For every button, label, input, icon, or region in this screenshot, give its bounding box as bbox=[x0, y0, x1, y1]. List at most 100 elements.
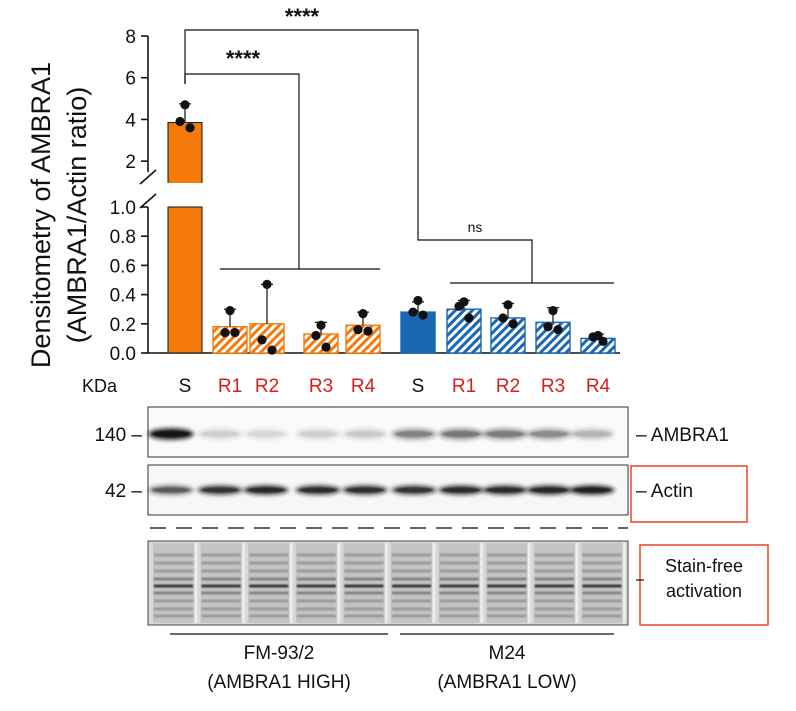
blot-band-core bbox=[152, 487, 190, 493]
bar bbox=[212, 326, 248, 354]
gel-band bbox=[154, 591, 193, 595]
blot-band-core bbox=[346, 487, 384, 493]
gel-band bbox=[201, 614, 241, 618]
gel-band bbox=[534, 614, 574, 618]
marker-140: 140 – bbox=[94, 425, 142, 446]
y-tick-upper-label: 8 bbox=[125, 27, 136, 48]
gel-band bbox=[392, 584, 431, 588]
significance-label-ns: ns bbox=[468, 219, 483, 235]
blot-band-core bbox=[486, 430, 524, 438]
gel-band bbox=[201, 577, 241, 581]
gel-band bbox=[344, 577, 384, 581]
data-point bbox=[230, 327, 240, 338]
y-tick-lower-label: 0.6 bbox=[110, 256, 136, 277]
significance-label-1: **** bbox=[285, 4, 320, 29]
gel-band bbox=[487, 553, 527, 557]
gel-band bbox=[296, 599, 336, 603]
significance-brackets bbox=[184, 29, 614, 284]
gel-band bbox=[296, 569, 336, 573]
bar bbox=[303, 333, 339, 354]
data-point bbox=[321, 342, 331, 352]
blot-band-core bbox=[395, 430, 433, 438]
data-point bbox=[175, 116, 185, 127]
data-point bbox=[257, 335, 267, 345]
gel-band bbox=[487, 599, 527, 603]
bar bbox=[249, 323, 285, 354]
blot-band-core bbox=[530, 430, 568, 438]
gel-band bbox=[154, 569, 193, 573]
blot-ambra1 bbox=[147, 406, 629, 458]
y-tick-lower-label: 0.0 bbox=[110, 344, 136, 365]
group-m24-line2: (AMBRA1 LOW) bbox=[437, 672, 576, 693]
gel-band bbox=[439, 553, 479, 557]
gel-band bbox=[249, 614, 289, 618]
data-point bbox=[498, 313, 508, 323]
gel-band bbox=[487, 569, 527, 573]
data-point bbox=[454, 301, 464, 311]
y-tick-upper-label: 6 bbox=[125, 69, 136, 90]
lane-label: R1 bbox=[218, 376, 242, 397]
data-point bbox=[316, 320, 326, 330]
actin-highlight-box bbox=[630, 465, 748, 523]
gel-band bbox=[582, 599, 622, 603]
gel-band bbox=[249, 591, 289, 595]
gel-band bbox=[534, 599, 574, 603]
y-tick-lower-label: 1.0 bbox=[110, 198, 136, 219]
gel-band bbox=[534, 577, 574, 581]
gel-band bbox=[249, 584, 289, 588]
gel-band bbox=[201, 561, 241, 565]
data-point bbox=[225, 306, 235, 316]
blot-actin bbox=[147, 464, 629, 516]
significance-label-2: **** bbox=[226, 46, 261, 71]
gel-band bbox=[344, 569, 384, 573]
gel-band bbox=[439, 577, 479, 581]
gel-band bbox=[201, 584, 241, 588]
y-ticks-lower: 0.0 0.2 0.4 0.6 0.8 1.0 bbox=[110, 198, 148, 365]
lane-label: R1 bbox=[452, 376, 476, 397]
gel-band bbox=[487, 577, 527, 581]
stain-free-label-line1: Stain-free bbox=[665, 556, 743, 576]
marker-42: 42 – bbox=[105, 481, 142, 502]
gel-band bbox=[344, 591, 384, 595]
group-fm-line1: FM-93/2 bbox=[244, 643, 315, 664]
data-points bbox=[175, 100, 608, 355]
gel-band bbox=[249, 599, 289, 603]
lane-label: R2 bbox=[496, 376, 520, 397]
gel-band bbox=[344, 607, 384, 611]
axis-break bbox=[139, 169, 157, 209]
gel-band bbox=[392, 599, 431, 603]
bars bbox=[167, 122, 616, 354]
bracket-s-vs-s bbox=[184, 29, 419, 233]
gel-band bbox=[392, 577, 431, 581]
gel-band bbox=[582, 561, 622, 565]
blot-band-core bbox=[486, 487, 524, 493]
label-actin: – Actin bbox=[636, 481, 693, 502]
gel-band bbox=[392, 569, 431, 573]
data-point bbox=[353, 325, 363, 335]
gel-band bbox=[344, 599, 384, 603]
gel-band bbox=[201, 591, 241, 595]
gel-band bbox=[582, 584, 622, 588]
gel-band bbox=[582, 553, 622, 557]
bar bbox=[446, 308, 482, 354]
data-point bbox=[553, 325, 563, 335]
lane-label: S bbox=[412, 376, 425, 397]
gel-band bbox=[344, 614, 384, 618]
y-tick-lower-label: 0.2 bbox=[110, 315, 136, 336]
gel-band bbox=[534, 561, 574, 565]
data-point bbox=[543, 322, 553, 332]
gel-band bbox=[534, 591, 574, 595]
y-tick-upper-label: 2 bbox=[125, 152, 136, 173]
error-bars bbox=[179, 103, 604, 339]
data-point bbox=[598, 336, 608, 346]
gel-band bbox=[392, 553, 431, 557]
gel-band bbox=[154, 607, 193, 611]
bar bbox=[167, 122, 203, 191]
gel-band bbox=[534, 607, 574, 611]
data-point bbox=[413, 295, 423, 306]
gel-band bbox=[249, 577, 289, 581]
data-point bbox=[508, 319, 518, 329]
gel-band bbox=[154, 561, 193, 565]
gel-band bbox=[296, 591, 336, 595]
gel-band bbox=[582, 569, 622, 573]
